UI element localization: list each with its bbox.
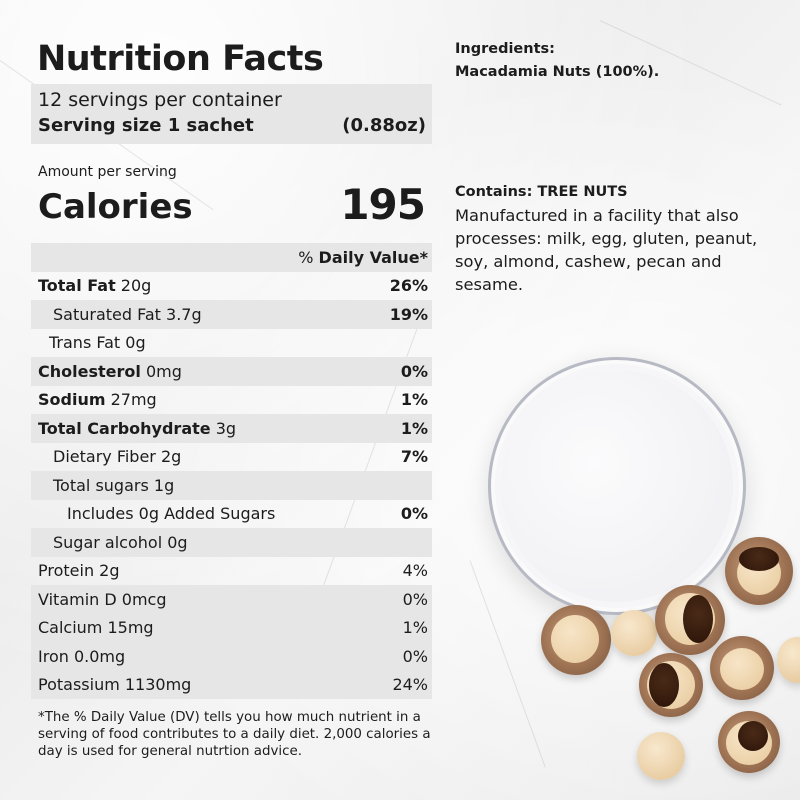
daily-value-header: % Daily Value*	[31, 243, 432, 272]
nutrient-name: Total sugars 1g	[53, 475, 175, 495]
nutrient-row-protein: Protein 2g 4%	[31, 557, 432, 586]
allergen-text: Manufactured in a facility that also pro…	[455, 206, 758, 294]
milk-surface	[501, 370, 733, 602]
vitamin-row-calcium: Calcium 15mg 1%	[31, 614, 432, 643]
nutrient-name: Cholesterol 0mg	[38, 362, 182, 381]
dv-header-bold: Daily Value*	[318, 247, 428, 267]
allergen-section: Contains: TREE NUTS Manufactured in a fa…	[455, 181, 785, 296]
macadamia-nut-image	[710, 636, 774, 700]
nutrient-row-trans-fat: Trans Fat 0g	[31, 329, 432, 358]
amount-per-serving: Amount per serving	[38, 164, 177, 180]
vitamin-row-potassium: Potassium 1130mg 24%	[31, 671, 432, 700]
nutrient-dv: 0%	[400, 361, 428, 381]
serving-size-label: Serving size 1 sachet	[38, 115, 254, 136]
nutrient-dv: 7%	[400, 447, 428, 467]
macadamia-nut-image	[639, 653, 703, 717]
macadamia-nut-image	[718, 711, 780, 773]
nutrient-dv: 4%	[402, 561, 428, 581]
nutrient-row-saturated-fat: Saturated Fat 3.7g 19%	[31, 300, 432, 329]
serving-size-value: (0.88oz)	[342, 115, 426, 136]
nutrient-dv: 1%	[400, 390, 428, 410]
nutrient-amount: 3g	[210, 418, 237, 438]
nutrient-row-dietary-fiber: Dietary Fiber 2g 7%	[31, 443, 432, 472]
vitamins-block: Vitamin D 0mcg 0% Calcium 15mg 1% Iron 0…	[31, 585, 432, 699]
vitamin-name: Iron 0.0mg	[38, 646, 126, 666]
ingredients-heading: Ingredients:	[455, 41, 555, 57]
nutrient-amount: 27mg	[105, 390, 157, 410]
ingredients-section: Ingredients: Macadamia Nuts (100%).	[455, 38, 785, 84]
macadamia-kernel-image	[777, 637, 800, 683]
nutrient-name: Total Carbohydrate 3g	[38, 419, 236, 438]
nutrient-bold: Total Carbohydrate	[38, 418, 211, 438]
nutrition-facts-title: Nutrition Facts	[37, 39, 324, 79]
nutrient-name: Sodium 27mg	[38, 390, 157, 409]
dv-header-prefix: %	[298, 247, 319, 267]
calories-value: 195	[340, 180, 426, 229]
nutrient-name: Trans Fat 0g	[49, 333, 146, 353]
calories-row: Calories 195	[31, 180, 432, 229]
allergen-heading: Contains: TREE NUTS	[455, 184, 628, 200]
nutrient-dv: 0%	[400, 504, 428, 524]
dv-header: % Daily Value*	[298, 248, 428, 267]
nutrient-row-cholesterol: Cholesterol 0mg 0%	[31, 357, 432, 386]
nutrient-table: % Daily Value* Total Fat 20g 26% Saturat…	[31, 243, 432, 699]
nutrient-bold: Sodium	[38, 390, 106, 410]
vitamin-row-iron: Iron 0.0mg 0%	[31, 642, 432, 671]
nutrient-row-sugar-alcohol: Sugar alcohol 0g	[31, 528, 432, 557]
vitamin-dv: 0%	[402, 646, 428, 666]
vitamin-name: Vitamin D 0mcg	[38, 589, 167, 609]
vitamin-dv: 1%	[402, 618, 428, 638]
nutrient-name: Dietary Fiber 2g	[53, 447, 182, 467]
nutrient-row-total-fat: Total Fat 20g 26%	[31, 272, 432, 301]
servings-box: 12 servings per container Serving size 1…	[31, 84, 432, 144]
nutrient-amount: 20g	[115, 276, 152, 296]
daily-value-footnote: *The % Daily Value (DV) tells you how mu…	[38, 710, 431, 759]
serving-size-row: Serving size 1 sachet (0.88oz)	[38, 113, 426, 138]
servings-per-container: 12 servings per container	[38, 89, 282, 111]
marble-vein	[469, 560, 546, 768]
nutrient-dv: 1%	[400, 418, 428, 438]
nutrient-row-added-sugars: Includes 0g Added Sugars 0%	[31, 500, 432, 529]
macadamia-kernel-image	[637, 732, 685, 780]
vitamin-dv: 0%	[402, 589, 428, 609]
vitamin-row-vitamin-d: Vitamin D 0mcg 0%	[31, 585, 432, 614]
nutrient-bold: Cholesterol	[38, 361, 141, 381]
nutrient-amount: 0mg	[140, 361, 182, 381]
vitamin-name: Calcium 15mg	[38, 618, 154, 638]
nutrient-name: Saturated Fat 3.7g	[53, 304, 202, 324]
nutrient-name: Protein 2g	[38, 561, 120, 581]
macadamia-nut-image	[725, 537, 793, 605]
nutrient-bold: Total Fat	[38, 276, 116, 296]
nutrient-dv: 19%	[389, 304, 428, 324]
nutrient-row-total-carbohydrate: Total Carbohydrate 3g 1%	[31, 414, 432, 443]
milk-bowl-image	[488, 357, 746, 615]
nutrient-row-sodium: Sodium 27mg 1%	[31, 386, 432, 415]
macadamia-kernel-image	[611, 610, 657, 656]
nutrient-name: Sugar alcohol 0g	[53, 532, 188, 552]
calories-label: Calories	[38, 187, 193, 227]
nutrient-name: Includes 0g Added Sugars	[67, 504, 276, 524]
nutrient-name: Total Fat 20g	[38, 276, 151, 295]
macadamia-nut-image	[541, 605, 611, 675]
macadamia-nut-image	[655, 585, 725, 655]
nutrition-facts-panel: Nutrition Facts 12 servings per containe…	[31, 36, 432, 699]
vitamin-dv: 24%	[392, 675, 428, 695]
ingredients-text: Macadamia Nuts (100%).	[455, 64, 660, 80]
nutrient-row-total-sugars: Total sugars 1g	[31, 471, 432, 500]
vitamin-name: Potassium 1130mg	[38, 675, 192, 695]
nutrient-dv: 26%	[389, 276, 428, 296]
